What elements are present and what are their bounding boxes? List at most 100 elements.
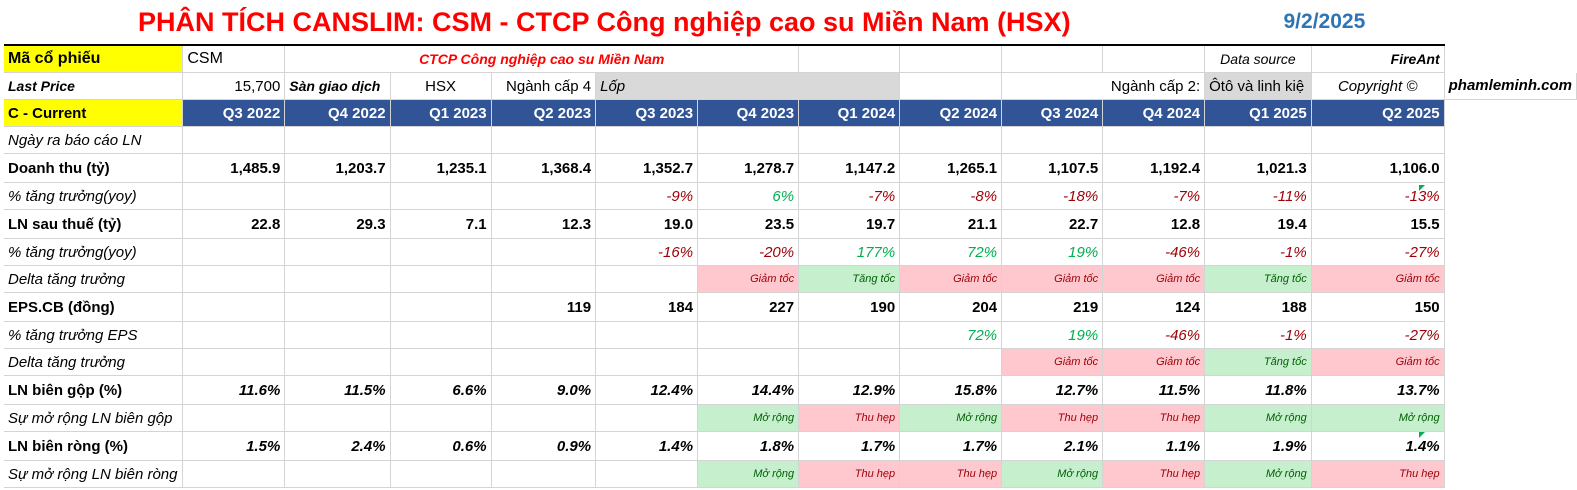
quarter-header[interactable]: Q3 2023	[595, 99, 699, 127]
value-cell[interactable]	[390, 238, 492, 266]
value-cell[interactable]: 12.4%	[595, 375, 699, 405]
value-cell[interactable]: 11.5%	[284, 375, 391, 405]
value-cell[interactable]	[798, 126, 901, 154]
value-cell[interactable]: 227	[697, 292, 800, 322]
row-label-gross-margin-exp[interactable]: Sự mở rộng LN biên gộp	[4, 404, 184, 432]
value-cell[interactable]	[1204, 126, 1312, 154]
value-cell[interactable]: 1,106.0	[1311, 153, 1445, 183]
value-cell[interactable]: 6.6%	[390, 375, 492, 405]
value-cell[interactable]	[491, 348, 597, 376]
value-cell[interactable]: -8%	[899, 182, 1003, 210]
value-cell[interactable]: 9.0%	[491, 375, 597, 405]
last-price[interactable]: 15,700	[182, 72, 286, 100]
value-cell[interactable]	[390, 265, 492, 293]
value-cell[interactable]	[595, 321, 699, 349]
value-cell[interactable]	[284, 321, 391, 349]
value-cell[interactable]	[595, 265, 699, 293]
industry2-value[interactable]: Ôtô và linh kiệ	[1204, 72, 1312, 100]
value-cell[interactable]: 1.9%	[1204, 431, 1312, 461]
value-cell[interactable]	[491, 126, 597, 154]
value-cell[interactable]	[284, 265, 391, 293]
value-cell[interactable]: 15.5	[1311, 209, 1445, 239]
value-cell[interactable]: Thu hẹp	[1102, 460, 1206, 488]
value-cell[interactable]: Thu hẹp	[1001, 404, 1104, 432]
value-cell[interactable]: Mở rộng	[1204, 404, 1312, 432]
value-cell[interactable]: 6%	[697, 182, 800, 210]
value-cell[interactable]	[284, 460, 391, 488]
value-cell[interactable]	[491, 265, 597, 293]
value-cell[interactable]: 2.1%	[1001, 431, 1104, 461]
value-cell[interactable]	[697, 348, 800, 376]
value-cell[interactable]: Mở rộng	[697, 404, 800, 432]
value-cell[interactable]: 1,147.2	[798, 153, 901, 183]
row-label-profit-delta[interactable]: Delta tăng trưởng	[4, 265, 184, 293]
value-cell[interactable]: 1.5%	[182, 431, 286, 461]
value-cell[interactable]: 7.1	[390, 209, 492, 239]
value-cell[interactable]: 1,368.4	[491, 153, 597, 183]
value-cell[interactable]: 1.7%	[899, 431, 1003, 461]
value-cell[interactable]: Giảm tốc	[697, 265, 800, 293]
value-cell[interactable]: -20%	[697, 238, 800, 266]
value-cell[interactable]: 19.7	[798, 209, 901, 239]
value-cell[interactable]: 184	[595, 292, 699, 322]
quarter-header[interactable]: Q3 2022	[182, 99, 286, 127]
value-cell[interactable]: Mở rộng	[1001, 460, 1104, 488]
value-cell[interactable]: 1,107.5	[1001, 153, 1104, 183]
value-cell[interactable]: 12.9%	[798, 375, 901, 405]
value-cell[interactable]: Thu hẹp	[899, 460, 1003, 488]
value-cell[interactable]	[595, 348, 699, 376]
value-cell[interactable]	[182, 404, 286, 432]
value-cell[interactable]	[182, 265, 286, 293]
value-cell[interactable]: 124	[1102, 292, 1206, 322]
value-cell[interactable]: -27%	[1311, 321, 1445, 349]
value-cell[interactable]: Giảm tốc	[1001, 348, 1104, 376]
row-label-report-date[interactable]: Ngày ra báo cáo LN	[4, 126, 184, 154]
value-cell[interactable]: 29.3	[284, 209, 391, 239]
value-cell[interactable]	[1001, 126, 1104, 154]
value-cell[interactable]: Mở rộng	[697, 460, 800, 488]
value-cell[interactable]: 1,265.1	[899, 153, 1003, 183]
value-cell[interactable]: 150	[1311, 292, 1445, 322]
value-cell[interactable]: Tăng tốc	[1204, 348, 1312, 376]
value-cell[interactable]: 119	[491, 292, 597, 322]
value-cell[interactable]: Giảm tốc	[1311, 265, 1445, 293]
value-cell[interactable]	[182, 460, 286, 488]
value-cell[interactable]: -27%	[1311, 238, 1445, 266]
value-cell[interactable]	[182, 321, 286, 349]
value-cell[interactable]: -18%	[1001, 182, 1104, 210]
value-cell[interactable]	[491, 404, 597, 432]
value-cell[interactable]: -1%	[1204, 238, 1312, 266]
value-cell[interactable]	[697, 321, 800, 349]
value-cell[interactable]: 1.8%	[697, 431, 800, 461]
value-cell[interactable]	[284, 238, 391, 266]
value-cell[interactable]: Giảm tốc	[1311, 348, 1445, 376]
value-cell[interactable]	[798, 321, 901, 349]
value-cell[interactable]	[284, 182, 391, 210]
value-cell[interactable]	[595, 126, 699, 154]
row-label-revenue[interactable]: Doanh thu (tỷ)	[4, 153, 184, 183]
value-cell[interactable]: 1,192.4	[1102, 153, 1206, 183]
value-cell[interactable]	[284, 292, 391, 322]
value-cell[interactable]: 177%	[798, 238, 901, 266]
value-cell[interactable]	[182, 292, 286, 322]
value-cell[interactable]: 19.0	[595, 209, 699, 239]
value-cell[interactable]	[284, 348, 391, 376]
value-cell[interactable]: -46%	[1102, 321, 1206, 349]
value-cell[interactable]	[1102, 126, 1206, 154]
quarter-header[interactable]: Q3 2024	[1001, 99, 1104, 127]
quarter-header[interactable]: Q4 2024	[1102, 99, 1206, 127]
row-label-eps[interactable]: EPS.CB (đồng)	[4, 292, 184, 322]
value-cell[interactable]	[390, 460, 492, 488]
value-cell[interactable]: 72%	[899, 238, 1003, 266]
value-cell[interactable]: -1%	[1204, 321, 1312, 349]
value-cell[interactable]	[284, 404, 391, 432]
row-label-gross-margin[interactable]: LN biên gộp (%)	[4, 375, 184, 405]
row-label-eps-delta[interactable]: Delta tăng trưởng	[4, 348, 184, 376]
value-cell[interactable]	[491, 460, 597, 488]
quarter-header[interactable]: Q4 2022	[284, 99, 391, 127]
value-cell[interactable]: 23.5	[697, 209, 800, 239]
value-cell[interactable]	[182, 126, 286, 154]
value-cell[interactable]	[697, 126, 800, 154]
value-cell[interactable]	[182, 348, 286, 376]
value-cell[interactable]: Tăng tốc	[798, 265, 901, 293]
